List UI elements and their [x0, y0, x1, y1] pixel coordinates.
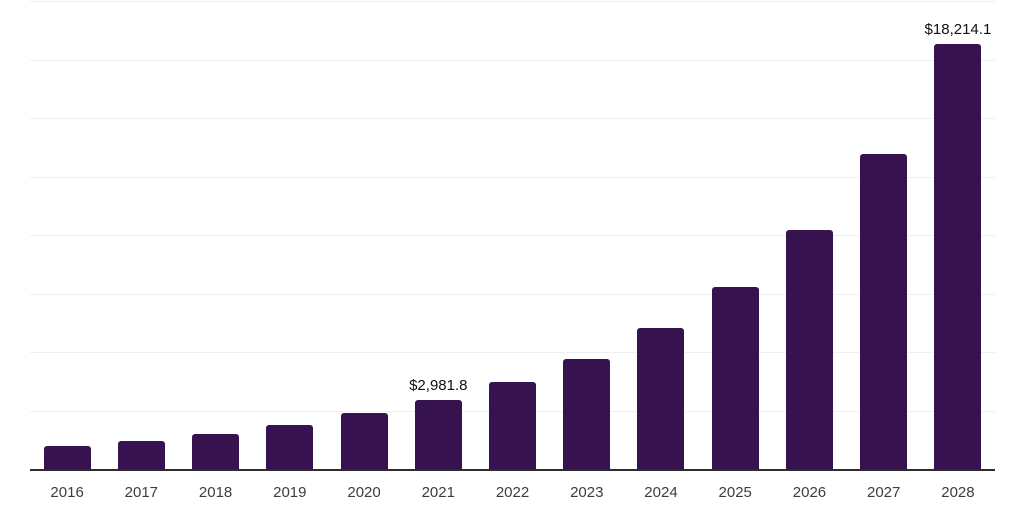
plot-area: $2,981.8 $18,214.1: [30, 1, 995, 471]
bar-slot-2019: [253, 2, 327, 470]
bar-slot-2025: [698, 2, 772, 470]
bar-2020: [340, 413, 388, 470]
x-tick-2026: 2026: [792, 484, 827, 501]
x-tick-2018: 2018: [198, 484, 233, 501]
x-tick-2019: 2019: [273, 484, 307, 501]
bar-slot-2021: $2,981.8: [401, 2, 475, 470]
bar-2016: [43, 445, 91, 470]
bar-value-label-2021: $2,981.8: [409, 377, 468, 395]
bar-2017: [117, 440, 165, 470]
bar-2024: [637, 328, 685, 470]
gridline-5000: [30, 352, 995, 353]
x-tick-2025: 2025: [718, 484, 752, 501]
bar-slot-2022: [475, 2, 549, 470]
x-tick-2017: 2017: [124, 484, 159, 501]
gridline-7500: [30, 293, 995, 295]
bars-container: $2,981.8 $18,214.1: [30, 2, 995, 470]
bar-2021: [414, 400, 462, 470]
x-axis-line: [30, 469, 995, 471]
bar-slot-2028: $18,214.1: [921, 2, 995, 470]
gridline-20000: [30, 1, 995, 2]
gridline-17500: [30, 59, 995, 61]
bar-2027: [860, 153, 908, 470]
bar-value-label-2028: $18,214.1: [924, 20, 992, 38]
bar-slot-2016: [30, 2, 104, 470]
x-tick-2028: 2028: [941, 484, 975, 501]
bar-2018: [192, 433, 240, 470]
bar-2019: [266, 425, 314, 470]
gridline-15000: [30, 118, 995, 119]
x-axis-labels: 2016 2017 2018 2019 2020 2021 2022 2023 2024 2025…: [30, 482, 995, 504]
x-tick-2024: 2024: [644, 484, 678, 501]
bar-slot-2018: [178, 2, 252, 470]
x-tick-2023: 2023: [570, 484, 604, 501]
x-tick-2016: 2016: [50, 484, 84, 501]
bar-2023: [563, 358, 611, 470]
gridline-10000: [30, 235, 995, 236]
bar-slot-2024: [624, 2, 698, 470]
x-tick-2022: 2022: [495, 484, 530, 501]
gridline-12500: [30, 176, 995, 178]
x-tick-2021: 2021: [421, 484, 455, 501]
bar-2025: [711, 286, 759, 470]
bar-slot-2017: [104, 2, 178, 470]
bar-2022: [489, 382, 537, 470]
bar-slot-2027: [847, 2, 921, 470]
bar-2028: [934, 43, 982, 470]
x-tick-2020: 2020: [347, 484, 381, 501]
x-tick-2027: 2027: [867, 484, 901, 501]
bar-slot-2023: [550, 2, 624, 470]
bar-slot-2026: [772, 2, 846, 470]
bar-slot-2020: [327, 2, 401, 470]
bar-2026: [785, 230, 833, 470]
